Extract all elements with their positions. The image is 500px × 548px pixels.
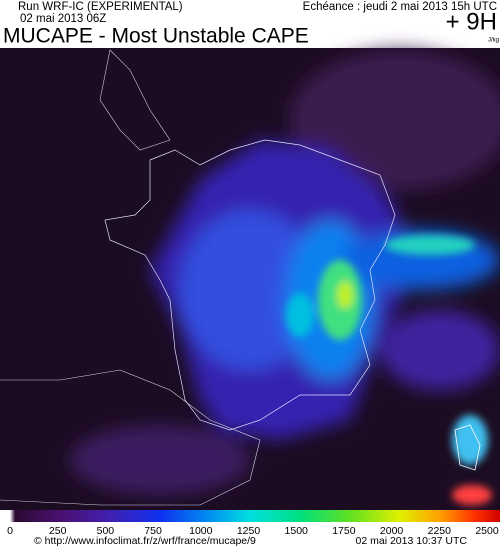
valid-time: Echéance : jeudi 2 mai 2013 15h UTC bbox=[303, 1, 497, 13]
source-url: © http://www.infoclimat.fr/z/wrf/france/… bbox=[34, 535, 256, 547]
colorbar-tick-label: 1000 bbox=[189, 525, 213, 537]
colorbar bbox=[0, 510, 500, 522]
colorbar-tick-label: 750 bbox=[144, 525, 162, 537]
map bbox=[0, 48, 500, 510]
lead-time: + 9H bbox=[446, 8, 497, 35]
run-label: Run WRF-IC (EXPERIMENTAL) bbox=[18, 1, 183, 13]
colorbar-tick-label: 1250 bbox=[237, 525, 261, 537]
run-date: 02 mai 2013 06Z bbox=[20, 13, 106, 25]
colorbar-tick-label: 0 bbox=[7, 525, 13, 537]
colorbar-tick-label: 2500 bbox=[475, 525, 499, 537]
colorbar-tick-label: 250 bbox=[49, 525, 67, 537]
unit: J/kg bbox=[488, 38, 499, 44]
colorbar-tick-label: 1750 bbox=[332, 525, 356, 537]
colorbar-tick-label: 1500 bbox=[285, 525, 309, 537]
timestamp: 02 mai 2013 10:37 UTC bbox=[356, 535, 468, 547]
colorbar-ticks: 0 250 500 750 1000 1250 1500 1750 2000 2250 2500 bbox=[7, 525, 499, 537]
map-title: MUCAPE - Most Unstable CAPE bbox=[3, 25, 309, 48]
colorbar-tick-label: 2250 bbox=[428, 525, 452, 537]
colorbar-tick-label: 2000 bbox=[380, 525, 404, 537]
colorbar-tick-label: 500 bbox=[97, 525, 115, 537]
